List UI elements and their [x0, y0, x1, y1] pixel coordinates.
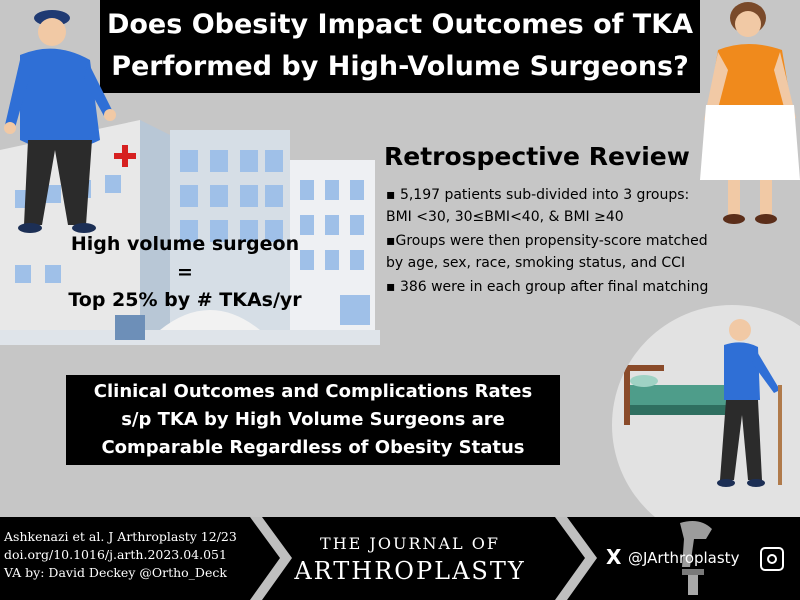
review-bullet-2: ▪Groups were then propensity-score match… — [386, 233, 708, 271]
conclusion-line-3: Comparable Regardless of Obesity Status — [101, 437, 525, 458]
citation-line-3: VA by: David Deckey @Ortho_Deck — [4, 565, 227, 580]
instagram-icon[interactable] — [760, 547, 784, 571]
citation-doi-link[interactable]: doi.org/10.1016/j.arth.2023.04.051 — [4, 547, 227, 562]
definition-line-2: Top 25% by # TKAs/yr — [68, 289, 302, 311]
obese-man-illustration — [4, 10, 116, 233]
bed-and-elderly-man-illustration — [624, 319, 782, 487]
footer-chevrons — [250, 517, 712, 600]
title-line-1: Does Obesity Impact Outcomes of TKA — [106, 9, 694, 40]
review-heading: Retrospective Review — [384, 142, 690, 171]
page-title: Does Obesity Impact Outcomes of TKA Perf… — [100, 4, 700, 88]
high-volume-definition: High volume surgeon = Top 25% by # TKAs/… — [60, 230, 310, 314]
conclusion-text: Clinical Outcomes and Complications Rate… — [66, 378, 560, 462]
review-bullet-list: ▪ 5,197 patients sub-divided into 3 grou… — [386, 184, 716, 300]
title-line-2: Performed by High-Volume Surgeons? — [111, 51, 689, 82]
citation-line-1: Ashkenazi et al. J Arthroplasty 12/23 — [4, 529, 237, 544]
journal-name: ARTHROPLASTY — [294, 557, 526, 585]
knee-implant-icon — [680, 521, 712, 595]
x-logo-icon: X — [606, 545, 622, 569]
recovery-scene — [612, 305, 800, 545]
citation: Ashkenazi et al. J Arthroplasty 12/23 do… — [4, 528, 254, 582]
journal-name-prefix: THE JOURNAL OF — [320, 534, 500, 553]
definition-line-1: High volume surgeon = — [70, 233, 300, 283]
review-bullet-1: ▪ 5,197 patients sub-divided into 3 grou… — [386, 187, 690, 225]
review-bullet-3: ▪ 386 were in each group after final mat… — [386, 279, 709, 295]
title-banner — [100, 0, 700, 93]
footer-bar — [0, 517, 800, 600]
conclusion-line-1: Clinical Outcomes and Complications Rate… — [93, 381, 533, 402]
conclusion-line-2: s/p TKA by High Volume Surgeons are — [121, 409, 505, 430]
obese-woman-illustration — [700, 2, 800, 224]
hospital-illustration — [0, 120, 380, 345]
conclusion-box — [66, 375, 560, 465]
social-handle-link[interactable]: @JArthroplasty — [628, 549, 740, 567]
